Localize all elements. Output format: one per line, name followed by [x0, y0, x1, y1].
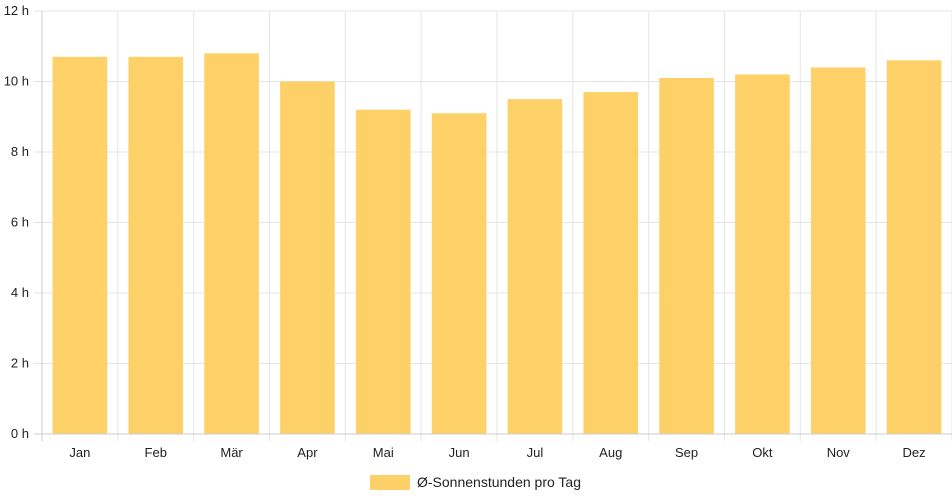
x-tick-label: Apr [297, 445, 318, 460]
y-tick-label: 10 h [4, 74, 29, 89]
x-tick-label: Okt [752, 445, 773, 460]
bar-jan[interactable] [52, 56, 108, 434]
legend-swatch[interactable] [370, 475, 410, 490]
bars [52, 53, 942, 435]
x-tick-label: Aug [599, 445, 622, 460]
bar-sep[interactable] [659, 77, 714, 434]
bar-okt[interactable] [735, 74, 790, 434]
bar-dez[interactable] [886, 60, 942, 434]
x-tick-label: Jan [69, 445, 90, 460]
x-tick-label: Feb [145, 445, 167, 460]
y-tick-label: 4 h [11, 285, 29, 300]
x-tick-labels: Jan Feb Mär Apr Mai Jun Jul Aug Sep Okt Nov Dez [69, 445, 925, 460]
x-tick-label: Nov [827, 445, 851, 460]
y-tick-label: 2 h [11, 356, 29, 371]
x-tick-label: Mär [220, 445, 243, 460]
y-tick-label: 0 h [11, 426, 29, 441]
legend[interactable]: Ø-Sonnenstunden pro Tag [370, 474, 581, 490]
y-tick-label: 12 h [4, 3, 29, 18]
bar-mai[interactable] [355, 109, 411, 434]
x-tick-label: Mai [373, 445, 394, 460]
grid-lines [34, 10, 952, 441]
axes [34, 11, 952, 441]
bar-aug[interactable] [583, 92, 639, 434]
x-tick-label: Jun [449, 445, 470, 460]
bar-mär[interactable] [204, 53, 259, 435]
y-tick-label: 6 h [11, 215, 29, 230]
bar-apr[interactable] [280, 81, 335, 435]
bar-jun[interactable] [431, 113, 487, 434]
bar-jul[interactable] [507, 99, 563, 434]
bar-feb[interactable] [128, 56, 184, 434]
bar-nov[interactable] [810, 67, 866, 435]
y-tick-labels: 0 h 2 h 4 h 6 h 8 h 10 h 12 h [4, 3, 29, 441]
x-tick-label: Jul [527, 445, 544, 460]
legend-label[interactable]: Ø-Sonnenstunden pro Tag [417, 474, 581, 490]
x-tick-label: Sep [675, 445, 698, 460]
y-tick-label: 8 h [11, 144, 29, 159]
x-tick-label: Dez [903, 445, 926, 460]
